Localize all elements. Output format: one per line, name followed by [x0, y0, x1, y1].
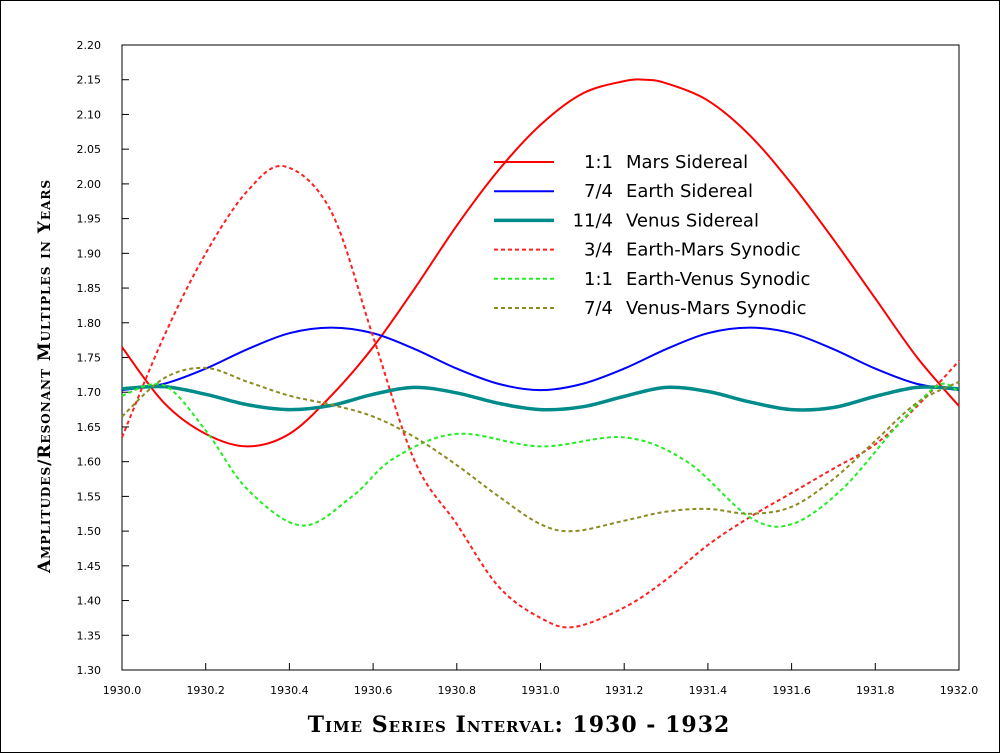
legend-ratio: 1:1 — [584, 269, 613, 290]
x-tick-label: 1930.4 — [270, 684, 309, 697]
x-tick-label: 1931.6 — [772, 684, 811, 697]
legend-label: Mars Sidereal — [626, 152, 748, 173]
series-line-earth-sidereal — [121, 326, 960, 392]
y-tick-label: 1.50 — [77, 525, 102, 538]
x-tick-label: 1930.8 — [438, 684, 477, 697]
plot-area — [121, 44, 960, 671]
y-tick-label: 1.35 — [77, 629, 102, 642]
y-tick-label: 1.65 — [77, 421, 102, 434]
legend-label: Earth Sidereal — [626, 181, 753, 202]
x-tick-label: 1930.6 — [354, 684, 393, 697]
legend-label: Earth-Mars Synodic — [626, 240, 801, 261]
y-tick-label: 2.10 — [77, 108, 102, 121]
y-tick-label: 2.05 — [77, 143, 102, 156]
legend-label: Earth-Venus Synodic — [626, 269, 810, 290]
y-tick-label: 2.00 — [77, 178, 102, 191]
y-tick-label: 1.70 — [77, 386, 102, 399]
legend-label: Venus Sidereal — [626, 210, 759, 231]
y-tick-label: 2.20 — [77, 39, 102, 52]
series-line-earth-mars-synodic — [121, 164, 960, 629]
x-tick-label: 1930.2 — [186, 684, 225, 697]
series-line-earth-venus-synodic — [121, 382, 960, 528]
y-tick-label: 1.60 — [77, 456, 102, 469]
legend-ratio: 3/4 — [584, 240, 613, 261]
x-tick-label: 1930.0 — [103, 684, 142, 697]
y-tick-label: 1.40 — [77, 595, 102, 608]
y-tick-label: 1.85 — [77, 282, 102, 295]
series-line-mars-sidereal — [121, 78, 960, 448]
y-tick-label: 1.30 — [77, 664, 102, 677]
x-tick-label: 1932.0 — [940, 684, 979, 697]
x-tick-label: 1931.0 — [521, 684, 560, 697]
legend-ratio: 7/4 — [584, 181, 613, 202]
x-tick-label: 1931.4 — [689, 684, 728, 697]
y-tick-label: 1.75 — [77, 352, 102, 365]
x-axis-label: Time Series Interval: 1930 - 1932 — [308, 712, 731, 738]
y-tick-label: 1.95 — [77, 213, 102, 226]
legend-ratio: 1:1 — [584, 152, 613, 173]
legend-ratio: 11/4 — [573, 210, 613, 231]
x-tick-label: 1931.8 — [856, 684, 895, 697]
x-tick-label: 1931.2 — [605, 684, 644, 697]
y-tick-label: 1.45 — [77, 560, 102, 573]
y-tick-label: 1.55 — [77, 490, 102, 503]
series-line-venus-mars-synodic — [121, 366, 960, 533]
series-line-venus-sidereal — [121, 384, 960, 412]
y-tick-label: 2.15 — [77, 74, 102, 87]
legend-ratio: 7/4 — [584, 298, 613, 319]
y-tick-label: 1.80 — [77, 317, 102, 330]
y-tick-label: 1.90 — [77, 247, 102, 260]
y-axis-label: Amplitudes/Resonant Multiples in Years — [35, 179, 55, 574]
legend-label: Venus-Mars Synodic — [626, 298, 807, 319]
